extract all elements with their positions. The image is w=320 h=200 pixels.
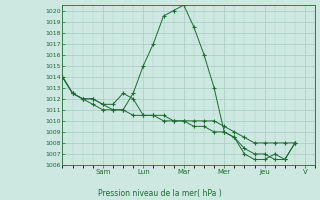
- Text: Pression niveau de la mer( hPa ): Pression niveau de la mer( hPa ): [98, 189, 222, 198]
